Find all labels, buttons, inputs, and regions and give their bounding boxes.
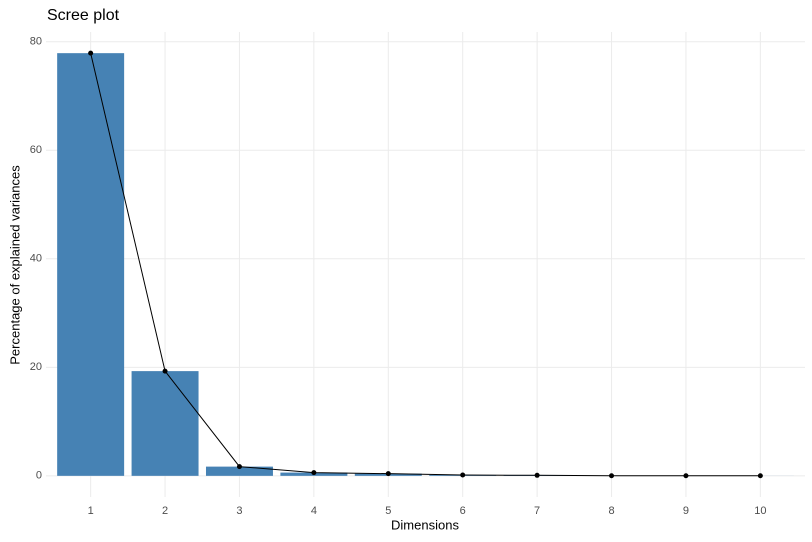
y-tick-label: 60 (30, 144, 42, 156)
point (88, 50, 94, 56)
point (609, 473, 615, 479)
x-tick-label: 6 (460, 505, 466, 517)
x-axis-title: Dimensions (391, 517, 459, 532)
y-tick-label: 0 (36, 470, 42, 482)
x-tick-label: 7 (534, 505, 540, 517)
point (757, 473, 763, 479)
line (90, 53, 761, 477)
x-tick-label: 5 (385, 505, 391, 517)
y-tick-label: 40 (30, 253, 42, 265)
bar (205, 466, 273, 476)
chart-title: Scree plot (47, 7, 120, 24)
x-tick-label: 2 (162, 505, 168, 517)
y-axis-title: Percentage of explained variances (7, 165, 22, 365)
y-tick-label: 20 (30, 361, 42, 373)
point (385, 471, 391, 477)
point (683, 473, 689, 479)
point (236, 464, 242, 470)
x-tick-label: 10 (754, 505, 766, 517)
point (460, 472, 466, 478)
x-tick-label: 3 (236, 505, 242, 517)
bar (57, 53, 125, 476)
x-tick-label: 9 (683, 505, 689, 517)
bar (131, 371, 199, 476)
x-tick-label: 4 (311, 505, 317, 517)
x-tick-label: 1 (88, 505, 94, 517)
x-tick-label: 8 (608, 505, 614, 517)
point (162, 368, 168, 374)
point (534, 472, 540, 478)
y-tick-label: 80 (30, 36, 42, 48)
point (311, 470, 317, 476)
